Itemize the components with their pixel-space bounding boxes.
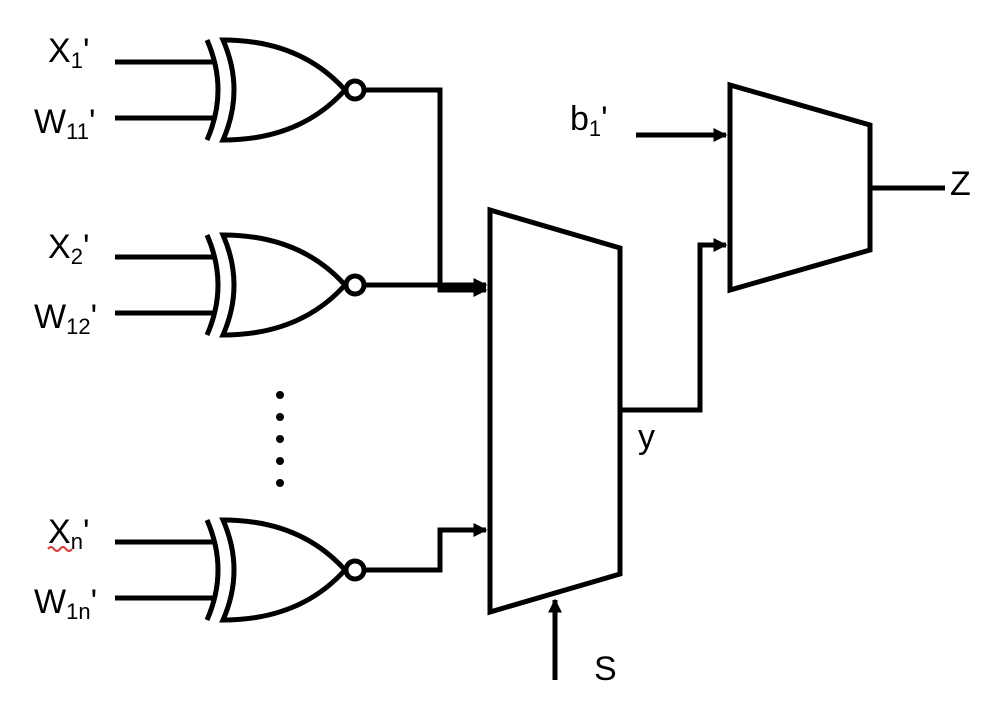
y-label: y — [638, 418, 655, 456]
x1-label: X1' — [48, 32, 89, 73]
z-label: Z — [950, 165, 971, 203]
b1-label: b1' — [570, 100, 608, 141]
w1n-label: W1n' — [34, 583, 97, 624]
x2-label: X2' — [48, 228, 89, 269]
s-label: S — [594, 650, 617, 688]
w12-label: W12' — [34, 298, 97, 339]
logic-diagram: X1'W11'X2'W12'Xn'W1n'b1'yZS — [0, 0, 1000, 709]
w11-label: W11' — [34, 103, 95, 144]
